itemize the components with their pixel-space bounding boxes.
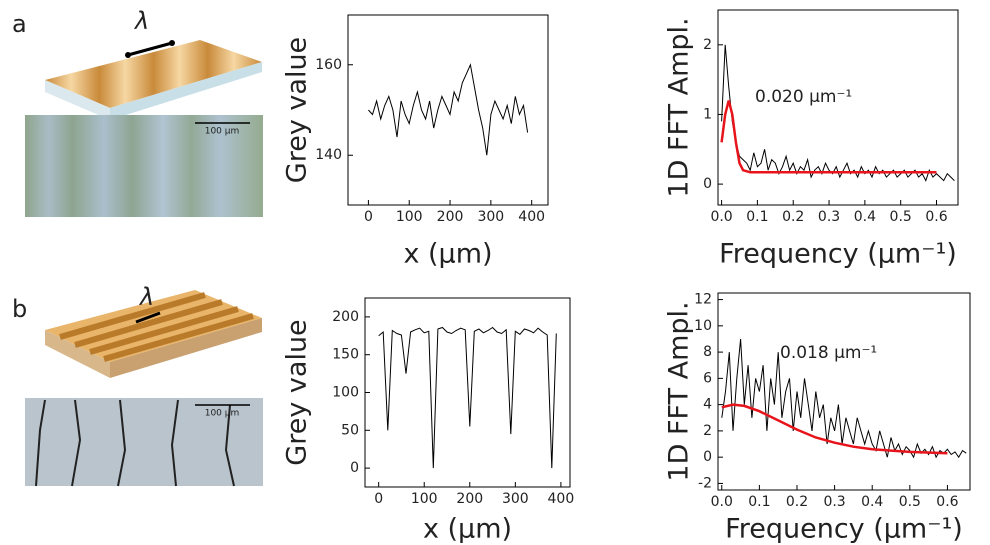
annotation: 0.020 μm⁻¹ (755, 87, 852, 107)
y-tick-label: 150 (332, 347, 359, 363)
y-tick-label: 100 (332, 385, 359, 401)
x-tick-label: 0.2 (786, 494, 808, 510)
ridge-illustration (45, 290, 262, 378)
x-axis-title: Frequency (μm⁻¹) (719, 239, 957, 270)
x-tick-label: 0.4 (861, 494, 883, 510)
y-tick-label: 0 (703, 449, 712, 465)
y-tick-label: 160 (315, 57, 342, 73)
x-tick-label: 200 (437, 209, 464, 225)
y-axis-title: 1D FFT Ampl. (664, 301, 695, 481)
annotation: 0.018 μm⁻¹ (780, 343, 877, 363)
x-tick-label: 0.2 (782, 209, 804, 225)
x-tick-label: 100 (411, 491, 438, 507)
plot-frame (717, 292, 971, 491)
x-tick-label: 400 (548, 491, 575, 507)
y-tick-label: 1 (703, 106, 712, 122)
x-axis-title: x (μm) (423, 514, 512, 545)
y-tick-label: -2 (698, 475, 712, 491)
y-tick-label: 2 (703, 37, 712, 53)
x-tick-label: 0.5 (890, 209, 912, 225)
x-tick-label: 200 (456, 491, 483, 507)
x-tick-label: 400 (518, 209, 545, 225)
x-tick-label: 300 (502, 491, 529, 507)
y-axis-title: 1D FFT Ampl. (664, 17, 695, 197)
plot-frame (717, 9, 959, 206)
y-axis-title: Grey value (282, 319, 313, 465)
x-tick-label: 300 (477, 209, 504, 225)
plot-frame (347, 14, 549, 206)
x-tick-label: 0.0 (711, 494, 733, 510)
x-axis-title: x (μm) (403, 239, 492, 270)
x-axis-title: Frequency (μm⁻¹) (725, 514, 963, 545)
panel-label: b (12, 295, 27, 323)
x-tick-label: 0.0 (710, 209, 732, 225)
x-tick-label: 0.5 (899, 494, 921, 510)
x-tick-label: 0.6 (936, 494, 958, 510)
panel-label: a (12, 10, 27, 38)
y-tick-label: 0 (350, 460, 359, 476)
y-tick-label: 140 (315, 147, 342, 163)
micrograph (25, 398, 263, 487)
y-tick-label: 6 (703, 370, 712, 386)
x-tick-label: 100 (396, 209, 423, 225)
micrograph (25, 115, 263, 217)
y-tick-label: 12 (694, 292, 712, 308)
y-axis-title: Grey value (282, 37, 313, 183)
data-line (378, 326, 557, 469)
x-tick-label: 0.4 (854, 209, 876, 225)
data-line (368, 63, 529, 156)
scale-bar-label: 100 μm (205, 409, 240, 419)
scale-bar-label: 100 μm (205, 127, 240, 137)
x-tick-label: 0.3 (818, 209, 840, 225)
x-tick-label: 0 (374, 491, 383, 507)
x-tick-label: 0.1 (748, 494, 770, 510)
x-tick-label: 0.3 (823, 494, 845, 510)
x-tick-label: 0.6 (925, 209, 947, 225)
x-tick-label: 0.1 (746, 209, 768, 225)
y-tick-label: 10 (694, 318, 712, 334)
wavelength-symbol: λ (138, 283, 154, 311)
y-tick-label: 4 (703, 397, 712, 413)
plot-frame (364, 297, 571, 488)
y-tick-label: 8 (703, 344, 712, 360)
data-line (721, 338, 967, 459)
wavy-illustration (45, 40, 262, 120)
y-tick-label: 50 (341, 422, 359, 438)
data-line (720, 100, 937, 174)
data-line (721, 44, 955, 182)
y-tick-label: 2 (703, 423, 712, 439)
y-tick-label: 0 (703, 176, 712, 192)
data-line (721, 403, 948, 455)
x-tick-label: 0 (364, 209, 373, 225)
y-tick-label: 200 (332, 309, 359, 325)
wavelength-symbol: λ (133, 7, 149, 35)
